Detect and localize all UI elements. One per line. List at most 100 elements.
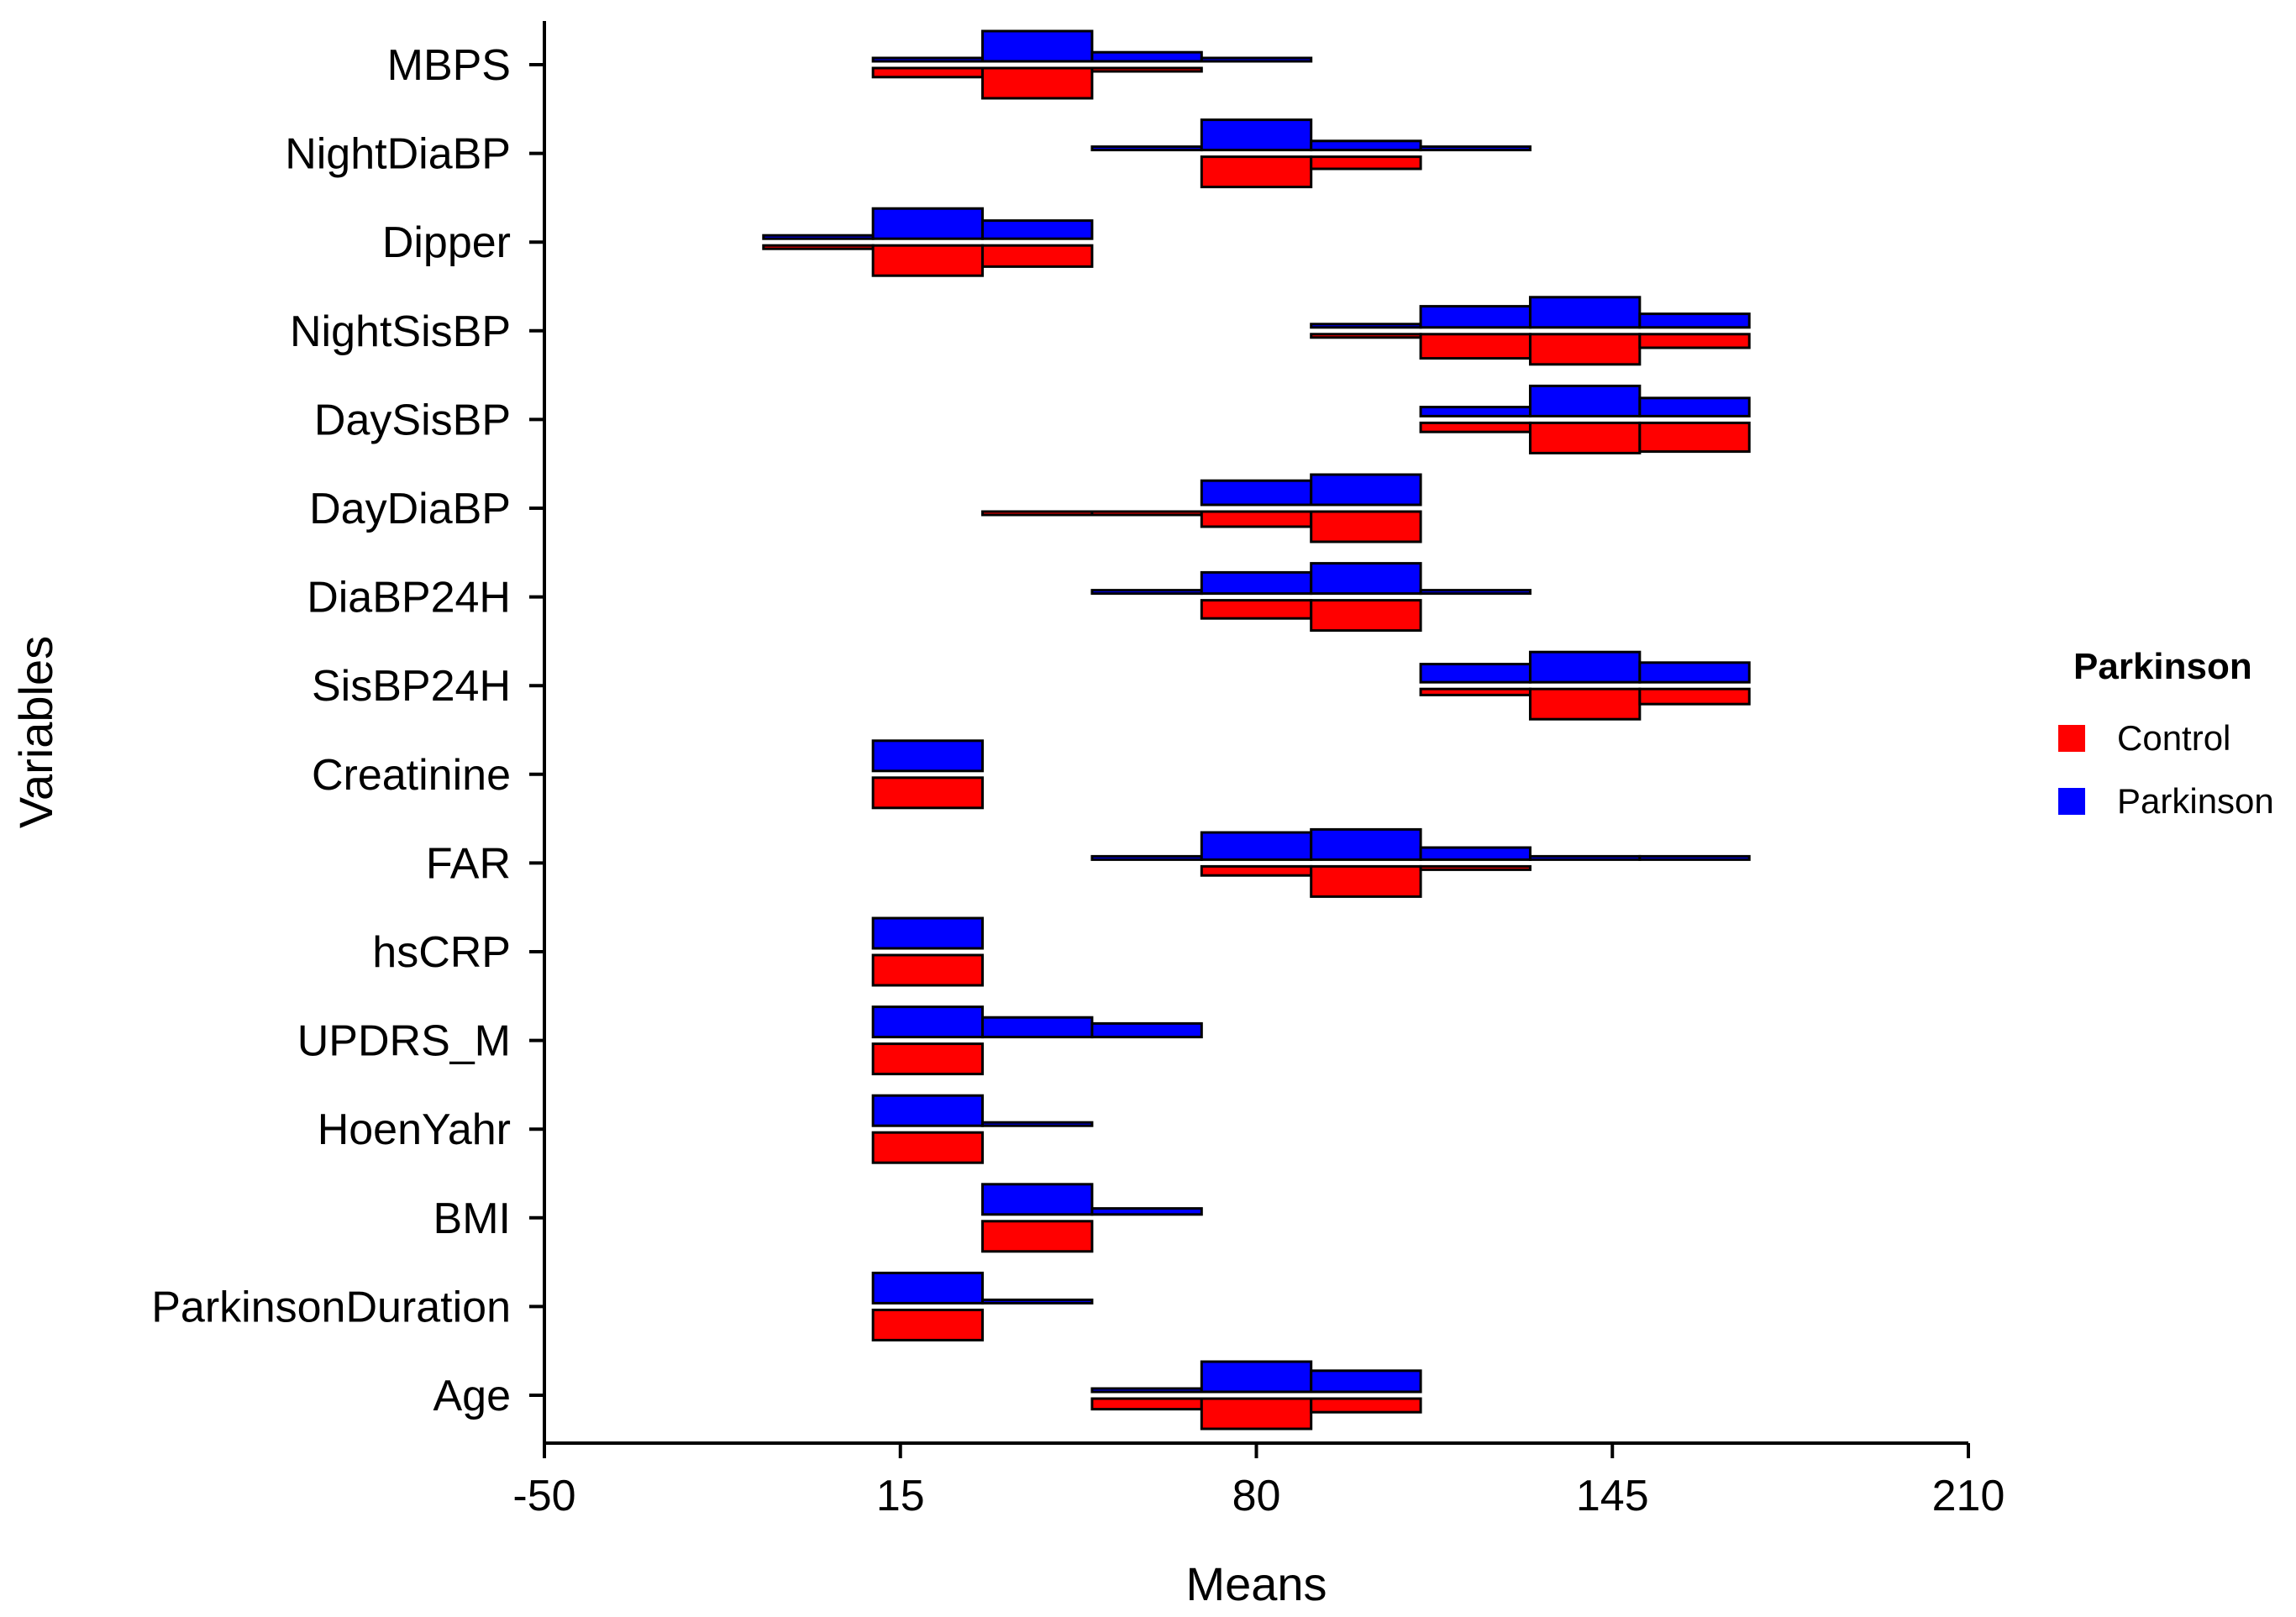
bar-hoenyahr-control-bin-2	[871, 1131, 985, 1164]
x-tick-label-80: 80	[1232, 1472, 1281, 1520]
bar-dipper-control-bin-2	[871, 244, 985, 277]
bar-age-parkinson-bin-5	[1200, 1360, 1313, 1394]
bar-updrs-m-control-bin-2	[871, 1042, 985, 1076]
bar-nightsisbp-control-bin-9	[1638, 333, 1751, 349]
bar-diabp24h-parkinson-bin-5	[1200, 570, 1313, 596]
bar-parkinsonduration-parkinson-bin-3	[981, 1298, 1094, 1305]
y-tick-label-updrs-m: UPDRS_M	[297, 1017, 511, 1066]
y-tick-label-parkinsonduration: ParkinsonDuration	[151, 1283, 511, 1331]
x-tick-label-145: 145	[1576, 1472, 1649, 1520]
y-axis-title: Variables	[9, 636, 62, 828]
bar-sisbp24h-parkinson-bin-9	[1638, 661, 1751, 684]
bar-daydiabp-control-bin-3	[981, 510, 1094, 517]
bar-updrs-m-parkinson-bin-3	[981, 1016, 1094, 1039]
bar-far-parkinson-bin-5	[1200, 831, 1313, 861]
bar-nightdiabp-parkinson-bin-5	[1200, 118, 1313, 152]
bar-mbps-parkinson-bin-3	[981, 29, 1094, 63]
bar-diabp24h-control-bin-5	[1200, 599, 1313, 620]
bar-dipper-parkinson-bin-1	[762, 234, 875, 240]
bar-daydiabp-control-bin-5	[1200, 510, 1313, 528]
bar-sisbp24h-parkinson-bin-7	[1419, 663, 1532, 684]
bar-bmi-control-bin-3	[981, 1220, 1094, 1253]
y-tick-label-mbps: MBPS	[387, 41, 511, 90]
bar-daydiabp-control-bin-4	[1090, 510, 1203, 517]
bar-dipper-parkinson-bin-2	[871, 207, 985, 240]
bar-age-control-bin-6	[1310, 1397, 1422, 1414]
y-tick-label-hscrp: hsCRP	[372, 928, 511, 977]
bar-nightdiabp-parkinson-bin-6	[1310, 139, 1422, 152]
bar-diabp24h-parkinson-bin-7	[1419, 589, 1532, 596]
y-tick-label-daysisbp: DaySisBP	[314, 396, 511, 444]
x-tick-label--50: -50	[512, 1472, 575, 1520]
bar-mbps-control-bin-3	[981, 66, 1094, 100]
bar-far-parkinson-bin-9	[1638, 854, 1751, 861]
bar-nightsisbp-parkinson-bin-7	[1419, 305, 1532, 329]
legend-title: Parkinson	[2073, 646, 2252, 687]
y-tick-label-daydiabp: DayDiaBP	[309, 485, 511, 533]
y-tick-label-creatinine: Creatinine	[312, 751, 511, 800]
bar-updrs-m-parkinson-bin-2	[871, 1005, 985, 1039]
bar-daydiabp-control-bin-6	[1310, 510, 1422, 543]
bar-far-control-bin-6	[1310, 864, 1422, 898]
bar-daysisbp-control-bin-7	[1419, 421, 1532, 433]
bar-sisbp24h-control-bin-8	[1528, 687, 1642, 721]
bar-mbps-control-bin-4	[1090, 66, 1203, 73]
legend-swatch-control	[2058, 725, 2085, 752]
legend-label-parkinson: Parkinson	[2117, 781, 2274, 821]
bar-daysisbp-parkinson-bin-9	[1638, 396, 1751, 417]
y-ticks: MBPS NightDiaBP Dipper NightSisBP DaySisBP Da…	[151, 41, 544, 1420]
bar-nightdiabp-control-bin-6	[1310, 155, 1422, 171]
bar-daydiabp-parkinson-bin-5	[1200, 479, 1313, 507]
bar-sisbp24h-control-bin-7	[1419, 687, 1532, 696]
bar-nightsisbp-parkinson-bin-8	[1528, 296, 1642, 329]
y-tick-label-hoenyahr: HoenYahr	[318, 1105, 511, 1154]
y-tick-label-nightsisbp: NightSisBP	[290, 307, 511, 356]
bar-age-parkinson-bin-4	[1090, 1387, 1203, 1394]
y-tick-label-nightdiabp: NightDiaBP	[285, 130, 511, 179]
bar-nightdiabp-control-bin-5	[1200, 155, 1313, 189]
bar-sisbp24h-control-bin-9	[1638, 687, 1751, 706]
bar-hoenyahr-parkinson-bin-2	[871, 1094, 985, 1127]
y-tick-label-bmi: BMI	[433, 1194, 511, 1243]
x-ticks: -50 15 80 145 210	[512, 1443, 2004, 1520]
bar-dipper-parkinson-bin-3	[981, 219, 1094, 240]
bar-mbps-parkinson-bin-2	[871, 56, 985, 63]
bars-layer	[762, 29, 1751, 1431]
bar-far-control-bin-5	[1200, 864, 1313, 877]
bar-hoenyahr-parkinson-bin-3	[981, 1121, 1094, 1127]
bar-diabp24h-parkinson-bin-4	[1090, 589, 1203, 596]
bar-mbps-parkinson-bin-5	[1200, 56, 1313, 63]
legend: Parkinson Control Parkinson	[2058, 646, 2274, 821]
x-tick-label-210: 210	[1932, 1472, 2005, 1520]
bar-sisbp24h-parkinson-bin-8	[1528, 650, 1642, 684]
bar-nightsisbp-parkinson-bin-9	[1638, 312, 1751, 329]
bar-creatinine-control-bin-2	[871, 776, 985, 810]
bar-mbps-parkinson-bin-4	[1090, 50, 1203, 63]
bar-diabp24h-parkinson-bin-6	[1310, 562, 1422, 596]
legend-swatch-parkinson	[2058, 788, 2085, 815]
bar-diabp24h-control-bin-6	[1310, 599, 1422, 633]
bar-dipper-control-bin-1	[762, 244, 875, 250]
bar-daysisbp-parkinson-bin-7	[1419, 406, 1532, 417]
bar-daysisbp-control-bin-9	[1638, 421, 1751, 454]
bar-nightdiabp-parkinson-bin-7	[1419, 145, 1532, 152]
bar-bmi-parkinson-bin-3	[981, 1183, 1094, 1216]
bar-age-control-bin-5	[1200, 1397, 1313, 1431]
bar-nightdiabp-parkinson-bin-4	[1090, 145, 1203, 152]
bar-hscrp-parkinson-bin-2	[871, 916, 985, 950]
x-axis-title: Means	[1185, 1557, 1327, 1610]
x-tick-label-15: 15	[876, 1472, 925, 1520]
y-tick-label-far: FAR	[426, 839, 511, 888]
bar-far-parkinson-bin-7	[1419, 846, 1532, 861]
legend-label-control: Control	[2117, 718, 2230, 758]
y-tick-label-sisbp24h: SisBP24H	[312, 662, 511, 711]
bar-dipper-control-bin-3	[981, 244, 1094, 268]
bar-nightsisbp-control-bin-8	[1528, 333, 1642, 366]
y-tick-label-dipper: Dipper	[382, 218, 511, 267]
bar-far-control-bin-7	[1419, 864, 1532, 871]
bar-daysisbp-control-bin-8	[1528, 421, 1642, 454]
bar-mbps-control-bin-2	[871, 66, 985, 79]
bar-updrs-m-parkinson-bin-4	[1090, 1021, 1203, 1039]
